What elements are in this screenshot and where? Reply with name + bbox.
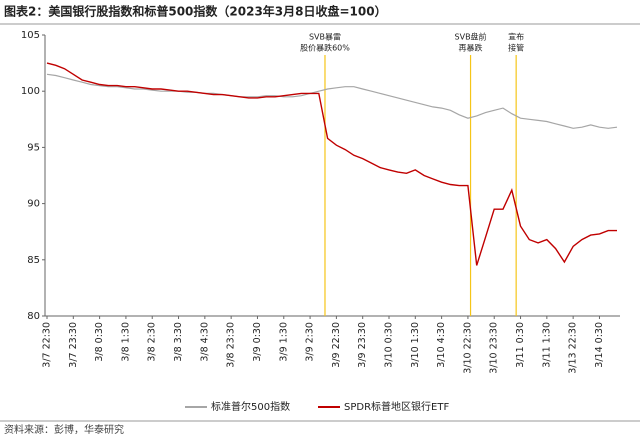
x-tick-label: 3/14 0:30 [594, 322, 605, 368]
series-line [46, 73, 618, 129]
x-tick-label: 3/11 0:30 [515, 322, 526, 368]
x-tick-label: 3/10 23:30 [489, 322, 500, 374]
x-tick-label: 3/10 22:30 [462, 322, 473, 374]
x-tick-label: 3/9 2:30 [305, 322, 316, 362]
x-tick-label: 3/11 1:30 [541, 322, 552, 368]
x-tick-label: 3/9 23:30 [357, 322, 368, 368]
series-line [46, 62, 617, 266]
x-tick-label: 3/13 22:30 [568, 322, 579, 374]
x-tick-label: 3/10 1:30 [410, 322, 421, 368]
x-tick-label: 3/8 1:30 [120, 322, 131, 362]
x-tick-label: 3/8 3:30 [173, 322, 184, 362]
x-tick-label: 3/8 2:30 [147, 322, 158, 362]
y-tick-label: 100 [21, 86, 40, 97]
legend-label: SPDR标普地区银行ETF [344, 400, 449, 413]
annotation-text: 再暴跌 [459, 43, 483, 53]
source: 资料来源：彭博，华泰研究 [4, 423, 124, 436]
y-tick-label: 105 [21, 30, 40, 41]
annotation-text: SVB暴雷 [309, 33, 341, 42]
annotation-text: SVB盘前 [455, 32, 487, 42]
x-tick-label: 3/8 4:30 [199, 322, 210, 362]
x-tick-label: 3/8 23:30 [226, 322, 237, 368]
legend-label: 标准普尔500指数 [211, 400, 290, 413]
y-tick-label: 90 [27, 199, 40, 210]
x-tick-label: 3/10 4:30 [436, 322, 447, 368]
x-tick-label: 3/10 0:30 [384, 322, 395, 368]
annotation-text: 宣布 [508, 32, 524, 42]
x-tick-label: 3/8 0:30 [94, 322, 105, 362]
y-tick-label: 85 [27, 255, 40, 266]
x-tick-label: 3/7 23:30 [68, 322, 79, 368]
x-tick-label: 3/9 1:30 [278, 322, 289, 362]
y-tick-label: 95 [27, 142, 40, 153]
x-tick-label: 3/9 22:30 [331, 322, 342, 368]
annotation-text: 接管 [508, 43, 524, 53]
x-tick-label: 3/7 22:30 [42, 322, 53, 368]
chart-title: 图表2：美国银行股指数和标普500指数（2023年3月8日收盘=100） [4, 4, 387, 19]
annotation-text: 股价暴跌60% [300, 43, 350, 53]
y-tick-label: 80 [27, 311, 40, 322]
x-tick-label: 3/9 0:30 [252, 322, 263, 362]
